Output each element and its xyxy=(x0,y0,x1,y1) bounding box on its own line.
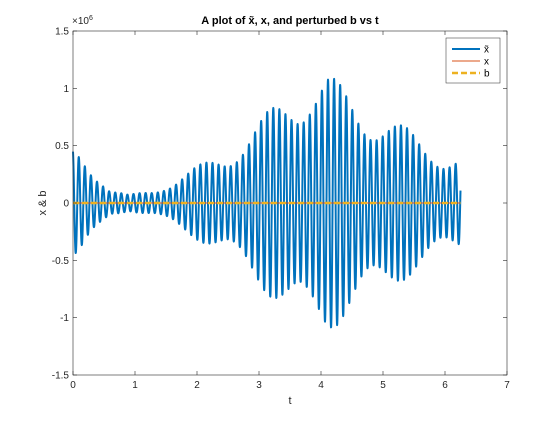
x-tick-label: 1 xyxy=(132,380,138,391)
x-tick-label: 3 xyxy=(256,380,262,391)
x-tick-label: 5 xyxy=(380,380,386,391)
y-exponent-power: 6 xyxy=(89,15,93,22)
y-axis-label: x & b xyxy=(37,190,49,215)
x-tick-label: 4 xyxy=(318,380,324,391)
series-layer xyxy=(72,77,462,329)
series-line-1 xyxy=(72,77,462,329)
x-tick-label: 6 xyxy=(442,380,448,391)
y-tick-label: 0.5 xyxy=(55,141,69,152)
chart-title: A plot of x̃, x, and perturbed b vs t xyxy=(201,15,379,27)
y-tick-label: -1 xyxy=(60,313,69,324)
y-tick-label: 1.5 xyxy=(55,27,69,38)
y-tick-label: -1.5 xyxy=(52,371,70,382)
legend: x̃xb xyxy=(445,37,501,84)
legend-label-2: x xyxy=(484,57,489,68)
x-tick-label: 0 xyxy=(70,380,76,391)
y-exponent-label: ×106 xyxy=(72,15,93,27)
svg-text:×106: ×106 xyxy=(72,15,93,27)
legend-label-1: x̃ xyxy=(484,45,489,56)
y-exponent-base: ×10 xyxy=(72,16,89,27)
y-tick-label: -0.5 xyxy=(52,256,70,267)
y-tick-label: 1 xyxy=(63,84,69,95)
x-tick-label: 7 xyxy=(504,380,510,391)
x-axis-label: t xyxy=(288,395,291,407)
y-tick-label: 0 xyxy=(63,199,69,210)
legend-label-3: b xyxy=(484,69,490,80)
x-tick-label: 2 xyxy=(194,380,200,391)
axes-layer: 0 1 2 3 4 5 6 7 -1.5 -1 -0.5 0 0.5 1 1.5 xyxy=(52,27,510,392)
